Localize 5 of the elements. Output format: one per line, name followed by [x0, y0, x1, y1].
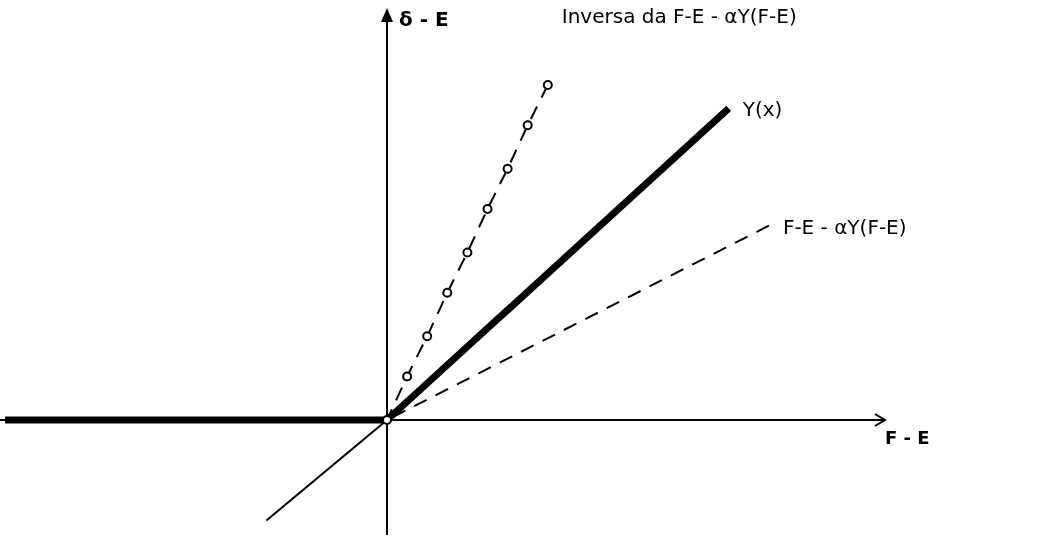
y-axis-title: δ - E [399, 7, 449, 31]
x-axis-title: F - E [885, 427, 930, 448]
text: Inversa da F-E - αY(F-E) [561, 4, 797, 28]
series-label: Y(x) [741, 97, 783, 122]
series-label: F-E - αY(F-E) [782, 214, 907, 239]
